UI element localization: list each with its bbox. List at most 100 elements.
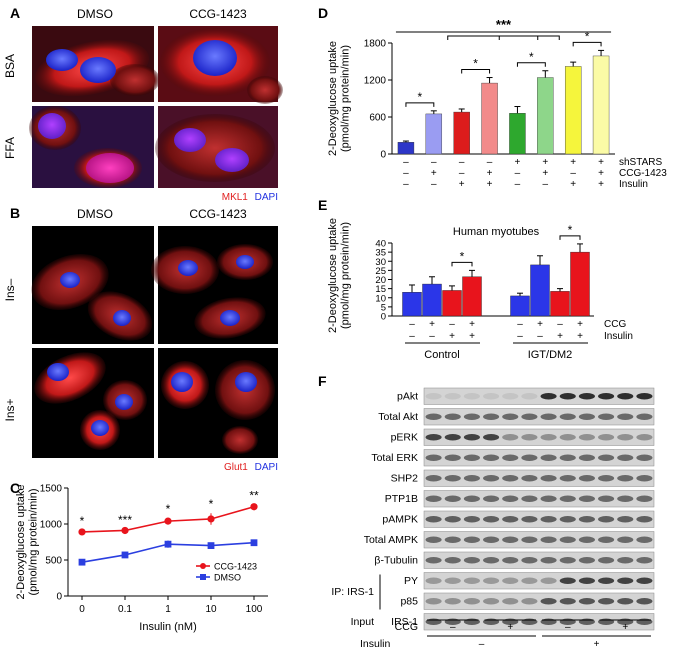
blot-band: [559, 413, 576, 420]
blot-band: [598, 598, 615, 605]
blot-band: [502, 475, 519, 482]
bar: [509, 113, 526, 155]
bar: [397, 142, 415, 155]
condition-sign: –: [487, 157, 493, 168]
x-tick-label: 0: [79, 604, 85, 615]
condition-sign: +: [487, 168, 493, 179]
significance-label: *: [529, 50, 534, 64]
blot-band: [578, 454, 595, 461]
blot-band: [444, 413, 461, 420]
panel-a-row-label: FFA: [3, 137, 17, 159]
blot-label: PTP1B: [385, 493, 418, 505]
y-axis-label-line: 2-Deoxyglucose uptake: [327, 218, 339, 333]
significance-label: *: [209, 497, 214, 511]
y-tick-label: 1000: [40, 520, 63, 531]
blot-label: IRS-1: [391, 616, 418, 628]
blot-band: [502, 393, 519, 400]
condition-label: shSTARS: [619, 157, 662, 168]
data-point: [164, 540, 172, 548]
blot-band: [521, 577, 538, 584]
blot-label: SHP2: [391, 472, 419, 484]
legend-label: DMSO: [214, 573, 241, 583]
condition-sign: –: [570, 168, 576, 179]
x-tick-label: 100: [246, 604, 263, 615]
input-label: Input: [351, 616, 374, 628]
significance-bracket: [559, 235, 581, 240]
blot-band: [463, 557, 480, 564]
ccg-sign: +: [622, 622, 628, 633]
blot-band: [540, 536, 557, 543]
bar: [510, 295, 530, 317]
significance-label: *: [568, 223, 573, 237]
y-tick-label: 20: [375, 275, 386, 286]
blot-band: [578, 598, 595, 605]
blot-band: [559, 536, 576, 543]
blot-strip: [423, 408, 655, 426]
blot-band: [463, 393, 480, 400]
condition-sign: +: [557, 331, 563, 342]
blot-band: [617, 598, 634, 605]
condition-sign: –: [459, 168, 465, 179]
y-tick-label: 1500: [40, 484, 63, 495]
blot-band: [444, 393, 461, 400]
blot-band: [483, 434, 500, 441]
blot-band: [559, 475, 576, 482]
blot-band: [636, 475, 653, 482]
blot-band: [463, 536, 480, 543]
blot-band: [598, 577, 615, 584]
condition-sign: +: [469, 319, 475, 330]
bar: [530, 264, 550, 317]
blot-band: [502, 434, 519, 441]
blot-band: [578, 536, 595, 543]
y-tick-label: 1200: [364, 76, 387, 87]
y-axis-label: 2-Deoxyglucose uptake(pmol/mg protein/mi…: [15, 485, 40, 600]
blot-band: [463, 434, 480, 441]
y-axis-label-line: 2-Deoxyglucose uptake: [15, 485, 27, 600]
blot-band: [559, 454, 576, 461]
chart-title: Human myotubes: [453, 226, 540, 238]
y-axis-label-line: (pmol/mg protein/min): [340, 222, 352, 329]
condition-sign: –: [557, 319, 563, 330]
blot-label: p85: [400, 595, 418, 607]
blot-band: [636, 413, 653, 420]
blot-band: [502, 413, 519, 420]
blot-band: [540, 413, 557, 420]
blot-band: [463, 495, 480, 502]
significance-label: **: [249, 489, 259, 503]
blot-band: [521, 413, 538, 420]
blot-band: [636, 434, 653, 441]
legend-marker: [200, 563, 206, 569]
group-significance-label: ***: [496, 17, 512, 32]
blot-band: [598, 454, 615, 461]
panel-label-e: E: [318, 197, 327, 213]
blot-band: [425, 393, 442, 400]
significance-bracket: [461, 69, 491, 74]
panel-b-row-label: Ins–: [3, 278, 17, 301]
significance-label: *: [473, 57, 478, 71]
micrograph-b-ccg-ins-plus: [158, 348, 278, 458]
blot-band: [521, 434, 538, 441]
insulin-sign: +: [594, 639, 600, 650]
blot-label: Total AMPK: [364, 534, 418, 546]
condition-sign: –: [543, 179, 549, 190]
y-tick-label: 35: [375, 248, 386, 259]
micrograph-b-dmso-ins-plus: [32, 348, 154, 458]
blot-band: [521, 393, 538, 400]
condition-sign: +: [598, 179, 604, 190]
legend-dapi: DAPI: [255, 192, 278, 203]
blot-strip: [423, 449, 655, 467]
condition-sign: +: [577, 319, 583, 330]
blot-strip: [423, 531, 655, 549]
blot-band: [521, 598, 538, 605]
blot-band: [617, 577, 634, 584]
significance-label: *: [80, 514, 85, 528]
y-tick-label: 600: [369, 113, 386, 124]
bar: [550, 291, 570, 317]
blot-band: [444, 495, 461, 502]
blot-band: [425, 413, 442, 420]
blot-band: [444, 598, 461, 605]
group-bracket: [498, 35, 560, 40]
condition-sign: –: [409, 319, 415, 330]
blot-band: [578, 495, 595, 502]
